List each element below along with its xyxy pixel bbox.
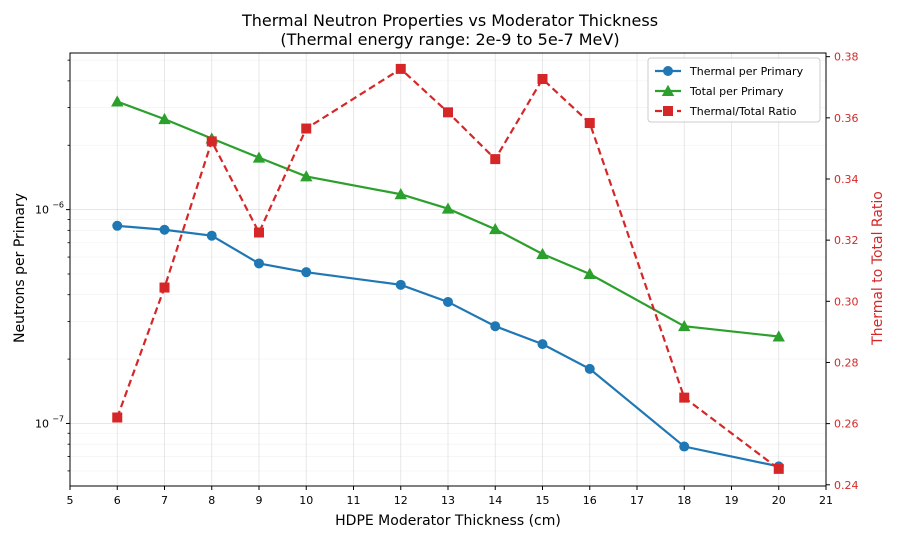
data-point-total-per-primary — [678, 319, 691, 332]
y-left-tick-exponent: −7 — [52, 414, 64, 423]
data-point-thermal-per-primary — [254, 258, 264, 269]
legend-marker-total-per-primary — [661, 84, 675, 96]
x-tick-label: 14 — [488, 494, 502, 507]
y-right-tick-label: 0.36 — [834, 112, 859, 125]
y-right-tick-label: 0.30 — [834, 295, 859, 308]
data-point-total-per-primary — [252, 151, 266, 163]
y-left-tick-base: 10 — [35, 204, 49, 217]
x-tick-label: 18 — [677, 494, 691, 507]
data-point-thermal-per-primary — [112, 220, 123, 231]
y-left-tick-label: 10 — [35, 204, 49, 217]
data-point-total-per-primary — [441, 202, 455, 214]
x-tick-label: 17 — [630, 494, 644, 507]
x-tick-label: 8 — [208, 494, 215, 507]
series-thermal-total-ratio — [112, 63, 784, 474]
data-point-total-per-primary — [158, 112, 171, 125]
x-tick-label: 13 — [441, 494, 455, 507]
legend-marker-thermal-total-ratio — [663, 106, 673, 116]
data-point-thermal-per-primary — [443, 296, 453, 307]
x-tick-label: 20 — [772, 494, 786, 507]
y-right-tick-label: 0.24 — [834, 479, 859, 492]
chart-subtitle: (Thermal energy range: 2e-9 to 5e-7 MeV) — [280, 30, 619, 49]
series-total-per-primary — [111, 95, 785, 342]
y-left-tick-exponent: −6 — [52, 201, 64, 210]
y-left-tick-label: 10 — [35, 417, 49, 430]
data-point-total-per-primary — [394, 188, 407, 200]
y-right-tick-label: 0.38 — [834, 51, 859, 64]
legend-marker-thermal-per-primary — [663, 66, 673, 76]
data-point-thermal-total-ratio — [490, 154, 501, 165]
legend-label-thermal-total-ratio: Thermal/Total Ratio — [689, 105, 797, 118]
x-axis-label: HDPE Moderator Thickness (cm) — [335, 513, 561, 529]
x-tick-label: 7 — [161, 494, 168, 507]
x-tick-label: 5 — [67, 494, 74, 507]
x-tick-label: 19 — [725, 494, 739, 507]
data-point-thermal-per-primary — [679, 441, 690, 452]
series-line-total-per-primary — [116, 100, 779, 338]
data-point-thermal-total-ratio — [584, 118, 595, 129]
x-tick-label: 6 — [114, 494, 121, 507]
data-point-thermal-per-primary — [395, 279, 406, 290]
x-tick-label: 12 — [394, 494, 408, 507]
x-tick-label: 11 — [347, 494, 361, 507]
data-point-thermal-total-ratio — [254, 227, 264, 238]
data-point-thermal-per-primary — [206, 230, 217, 241]
data-point-total-per-primary — [489, 222, 502, 235]
series-line-thermal-per-primary — [117, 224, 779, 468]
y-right-tick-label: 0.32 — [834, 234, 859, 247]
data-point-thermal-total-ratio — [159, 282, 170, 293]
data-point-thermal-total-ratio — [112, 412, 123, 423]
series-line-thermal-total-ratio — [116, 67, 780, 470]
data-point-thermal-per-primary — [490, 321, 501, 332]
x-tick-label: 15 — [536, 494, 550, 507]
x-tick-label: 9 — [256, 494, 263, 507]
legend-label-thermal-per-primary: Thermal per Primary — [689, 65, 804, 78]
data-point-thermal-total-ratio — [773, 463, 784, 474]
legend-label-total-per-primary: Total per Primary — [689, 85, 784, 98]
y-right-tick-label: 0.28 — [834, 356, 859, 369]
x-tick-label: 10 — [299, 494, 313, 507]
y-axis-label-left: Neutrons per Primary — [12, 193, 28, 343]
series-layer — [111, 63, 785, 474]
legend-box — [647, 57, 821, 123]
y-axis-label-right: Thermal to Total Ratio — [870, 191, 886, 346]
data-point-thermal-per-primary — [301, 267, 312, 278]
y-left-tick-base: 10 — [35, 417, 49, 430]
data-point-thermal-total-ratio — [395, 63, 406, 74]
chart-title: Thermal Neutron Properties vs Moderator … — [241, 11, 658, 30]
data-point-total-per-primary — [772, 330, 785, 342]
x-tick-label: 21 — [819, 494, 833, 507]
legend: Thermal per Primary Total per Primary Ther… — [647, 57, 821, 123]
data-point-thermal-per-primary — [159, 224, 170, 235]
data-point-thermal-total-ratio — [206, 136, 217, 147]
data-point-total-per-primary — [111, 95, 124, 107]
data-point-total-per-primary — [536, 247, 549, 259]
y-right-tick-label: 0.26 — [834, 418, 859, 431]
data-point-total-per-primary — [583, 267, 596, 279]
data-point-thermal-total-ratio — [443, 107, 453, 118]
data-point-total-per-primary — [300, 170, 313, 182]
data-point-thermal-total-ratio — [679, 392, 690, 403]
data-point-thermal-per-primary — [584, 363, 595, 374]
data-point-thermal-total-ratio — [537, 73, 548, 84]
series-thermal-per-primary — [112, 220, 784, 472]
data-point-thermal-total-ratio — [301, 123, 312, 134]
y-right-tick-label: 0.34 — [834, 173, 859, 186]
data-point-thermal-per-primary — [537, 339, 548, 350]
x-tick-label: 16 — [583, 494, 597, 507]
